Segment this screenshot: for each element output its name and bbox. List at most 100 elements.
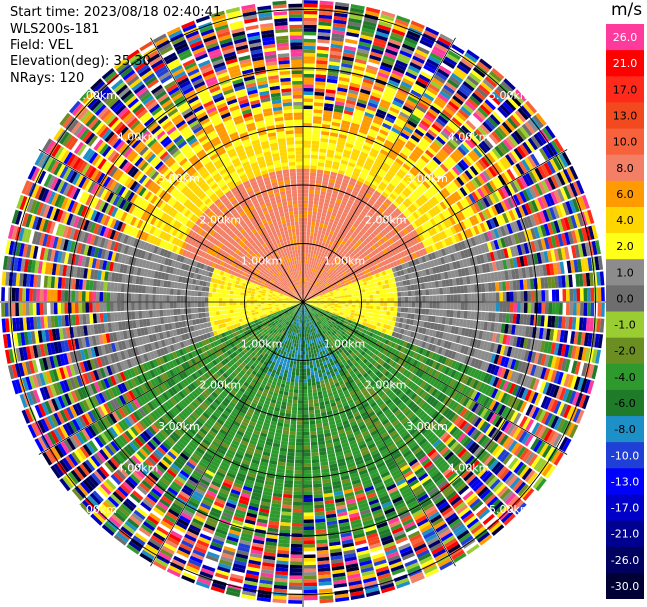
velocity-gate [387,302,391,307]
velocity-gate [404,218,411,226]
velocity-gate [386,288,391,293]
velocity-gate [322,274,327,279]
velocity-gate [420,70,433,80]
velocity-gate [328,241,334,246]
velocity-gate [417,101,429,111]
velocity-gate [312,239,316,244]
velocity-gate [323,235,328,240]
velocity-gate [390,306,395,312]
velocity-gate [412,131,423,140]
velocity-gate [314,254,319,259]
velocity-gate [456,64,470,75]
velocity-gate [356,180,364,187]
velocity-gate [379,181,388,189]
velocity-gate [385,208,393,215]
velocity-gate [310,228,315,233]
velocity-gate [363,141,373,148]
velocity-gate [308,350,312,355]
velocity-gate [303,119,312,124]
velocity-gate [332,161,340,167]
velocity-gate [309,175,316,180]
velocity-gate [310,350,314,354]
velocity-gate [303,137,312,141]
velocity-gate [327,149,335,155]
velocity-gate [472,112,484,123]
velocity-gate [375,158,384,165]
velocity-gate [303,165,310,169]
velocity-gate [421,289,426,296]
velocity-gate [343,149,352,155]
velocity-gate [541,302,546,314]
velocity-gate [360,210,367,217]
velocity-gate [387,109,399,118]
velocity-gate [313,487,323,492]
velocity-gate [513,302,518,313]
velocity-gate [412,55,425,64]
velocity-gate [372,305,377,310]
velocity-gate [358,128,368,135]
velocity-gate [303,77,315,82]
velocity-gate [431,123,442,133]
velocity-gate [375,290,380,295]
velocity-gate [428,83,440,93]
velocity-gate [309,343,313,348]
velocity-gate [307,294,311,298]
velocity-gate [371,244,377,251]
velocity-gate [307,294,311,298]
velocity-gate [315,81,326,86]
velocity-gate [431,141,442,151]
velocity-gate [303,73,315,78]
velocity-gate [320,234,325,239]
velocity-gate [377,132,387,140]
velocity-gate [400,307,405,313]
velocity-gate [390,72,403,81]
velocity-gate [523,290,528,302]
velocity-gate [309,364,314,369]
velocity-gate [339,73,351,79]
velocity-gate [378,20,393,28]
velocity-gate [453,132,464,143]
velocity-gate [334,151,343,157]
velocity-gate [330,305,335,307]
velocity-gate [331,36,344,42]
velocity-gate [368,287,373,292]
velocity-gate [326,153,334,158]
velocity-gate [341,297,346,300]
velocity-gate [333,231,338,237]
velocity-gate [318,155,326,160]
velocity-gate [512,112,524,125]
velocity-gate [324,231,330,237]
velocity-gate [312,207,318,212]
velocity-gate [303,273,305,278]
velocity-gate [356,233,362,240]
velocity-gate [303,189,309,194]
velocity-gate [448,75,462,86]
velocity-gate [328,178,336,184]
velocity-gate [364,111,375,119]
velocity-gate [359,302,363,305]
velocity-gate [303,144,311,148]
velocity-gate [329,175,337,180]
velocity-gate [345,226,351,232]
velocity-gate [342,259,348,265]
velocity-gate [321,230,326,236]
velocity-gate [433,138,444,148]
velocity-gate [530,302,535,314]
velocity-gate [328,64,340,70]
velocity-gate [308,406,315,411]
velocity-gate [380,213,388,220]
velocity-gate [357,192,365,199]
velocity-gate [402,77,414,86]
velocity-gate [322,284,326,288]
velocity-gate [303,0,318,5]
velocity-gate [416,77,429,86]
velocity-gate [447,122,458,132]
velocity-gate [318,263,322,268]
velocity-gate [313,483,322,488]
velocity-gate [458,127,469,138]
velocity-gate [354,236,360,242]
velocity-gate [342,264,347,269]
velocity-gate [330,277,335,282]
velocity-gate [337,87,348,93]
velocity-gate [447,50,461,61]
